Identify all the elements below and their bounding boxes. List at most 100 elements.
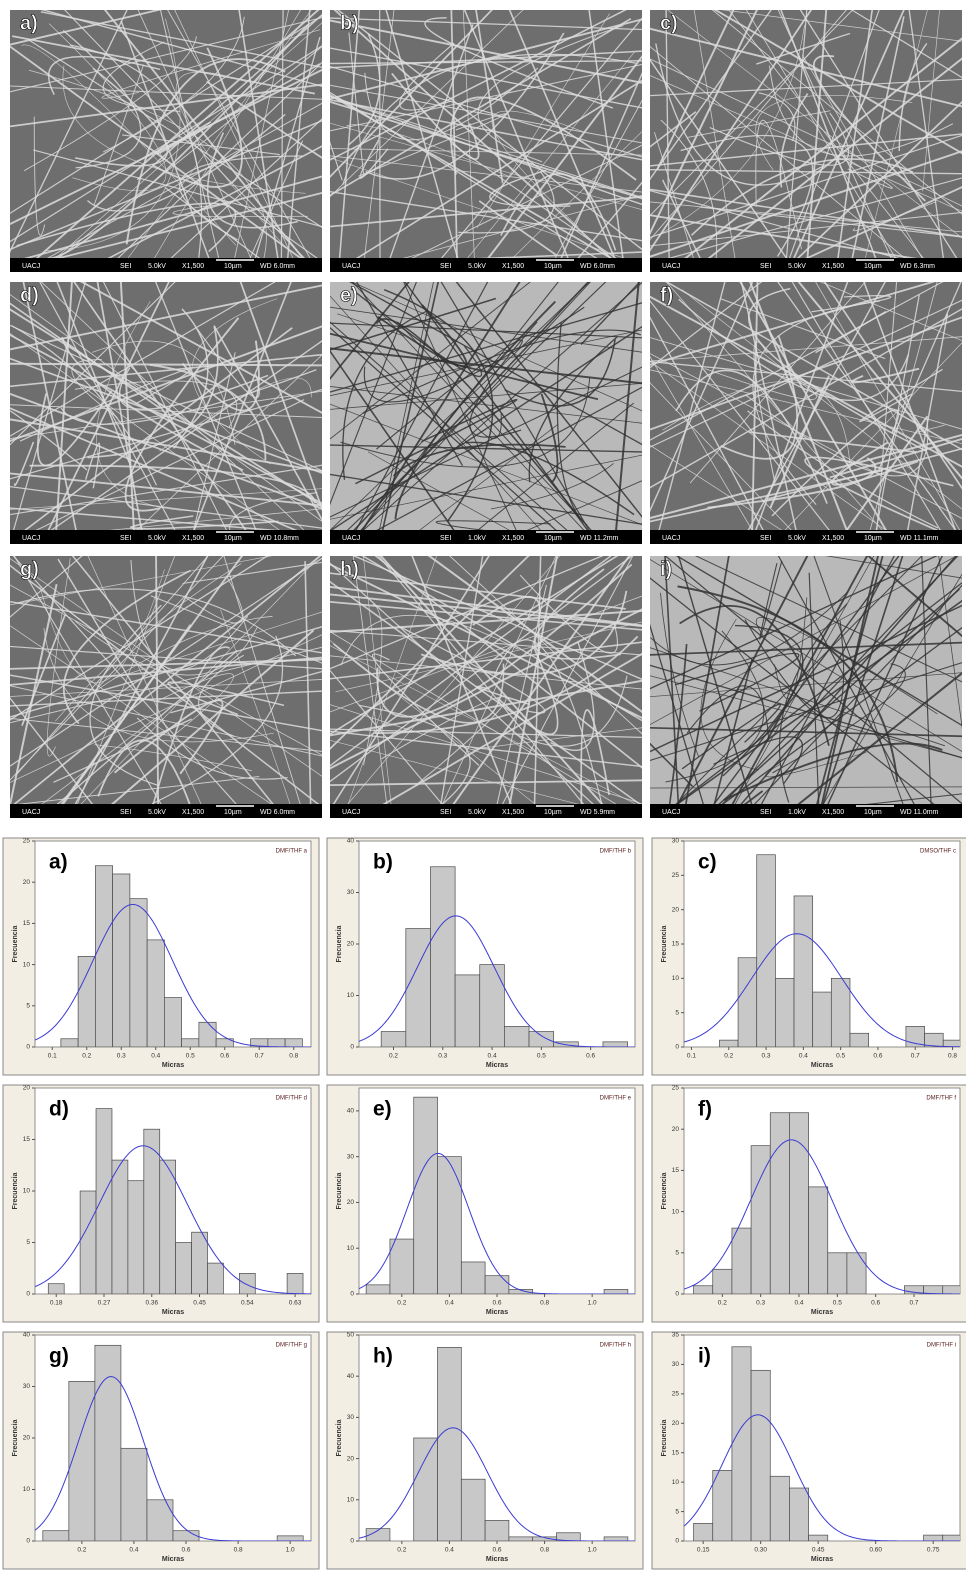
bar [809, 1187, 828, 1294]
panel-label: d) [49, 1098, 69, 1121]
info-text: WD 6.0mm [260, 809, 295, 816]
info-text: SEI [760, 263, 771, 270]
y-tick-label: 0 [675, 1538, 679, 1545]
y-tick-label: 30 [672, 1361, 680, 1368]
x-tick-label: 0.4 [151, 1053, 160, 1060]
y-tick-label: 0 [350, 1291, 354, 1298]
panel-label: i) [698, 1345, 711, 1368]
info-text: SEI [760, 535, 771, 542]
y-tick-label: 15 [672, 941, 680, 948]
info-text: WD 11.2mm [580, 535, 619, 542]
x-tick-label: 0.2 [77, 1547, 86, 1554]
x-tick-label: 0.7 [909, 1300, 918, 1307]
panel-label: i) [660, 558, 672, 580]
y-tick-label: 20 [347, 1455, 355, 1462]
y-tick-label: 0 [350, 1538, 354, 1545]
panel-label: d) [20, 284, 39, 306]
y-tick-label: 10 [23, 961, 31, 968]
info-text: 10µm [864, 263, 882, 270]
x-tick-label: 0.3 [762, 1053, 771, 1060]
x-tick-label: 0.45 [193, 1300, 206, 1307]
x-axis-label: Micras [811, 1309, 833, 1316]
x-axis-label: Micras [486, 1309, 508, 1316]
info-text: X1,500 [822, 263, 844, 270]
bar [789, 1488, 808, 1541]
bar [285, 1039, 302, 1047]
x-tick-label: 0.6 [492, 1547, 501, 1554]
info-text: X1,500 [182, 535, 204, 542]
y-tick-label: 10 [347, 1497, 355, 1504]
bar [406, 929, 431, 1047]
info-text: 10µm [544, 535, 562, 542]
bar [192, 1232, 208, 1294]
panel-label: h) [373, 1345, 393, 1368]
y-tick-label: 0 [675, 1291, 679, 1298]
bar [924, 1286, 943, 1294]
info-text: SEI [440, 809, 451, 816]
panel-label: a) [49, 851, 68, 874]
x-tick-label: 0.6 [586, 1053, 595, 1060]
x-tick-label: 0.5 [836, 1053, 845, 1060]
info-text: UACJ [662, 263, 680, 270]
y-tick-label: 0 [675, 1044, 679, 1051]
bar [182, 1039, 199, 1047]
y-tick-label: 35 [672, 1332, 680, 1339]
x-axis-label: Micras [486, 1062, 508, 1069]
bar [164, 998, 181, 1047]
info-text: SEI [120, 263, 131, 270]
bar [480, 965, 505, 1047]
y-tick-label: 25 [672, 1391, 680, 1398]
y-tick-label: 5 [675, 1009, 679, 1016]
y-axis-label: Frecuencia [661, 1172, 668, 1209]
x-tick-label: 0.3 [438, 1053, 447, 1060]
info-text: UACJ [662, 809, 680, 816]
panel-label: f) [660, 284, 673, 306]
bar [287, 1273, 303, 1294]
y-tick-label: 10 [672, 1208, 680, 1215]
x-tick-label: 0.2 [82, 1053, 91, 1060]
y-tick-label: 10 [347, 1245, 355, 1252]
info-text: WD 10.8mm [260, 535, 299, 542]
bar [694, 1523, 713, 1541]
panel-label: g) [49, 1345, 69, 1368]
histogram-panel: 0510152025300.10.20.30.40.50.60.70.8c)DM… [652, 838, 966, 1075]
info-text: WD 6.0mm [260, 263, 295, 270]
bar [485, 1520, 509, 1541]
info-text: 10µm [864, 535, 882, 542]
bar [603, 1042, 628, 1047]
y-axis-label: Frecuencia [661, 1419, 668, 1456]
x-tick-label: 0.4 [445, 1547, 454, 1554]
legend: DMF/THF i [927, 1343, 956, 1349]
bar [208, 1263, 224, 1294]
panel-label: e) [340, 284, 358, 306]
x-tick-label: 0.3 [117, 1053, 126, 1060]
bar [828, 1253, 847, 1294]
x-tick-label: 0.4 [129, 1547, 138, 1554]
bar [113, 874, 130, 1047]
info-text: 1.0kV [468, 535, 486, 542]
y-tick-label: 40 [347, 1108, 355, 1115]
info-text: 5.0kV [788, 535, 806, 542]
plot-area [359, 1335, 635, 1541]
x-tick-label: 0.8 [540, 1300, 549, 1307]
y-tick-label: 0 [26, 1538, 30, 1545]
x-tick-label: 0.7 [911, 1053, 920, 1060]
x-tick-label: 0.6 [871, 1300, 880, 1307]
bar [390, 1239, 414, 1294]
histogram-panel: 051015202530350.150.300.450.600.75i)DMF/… [652, 1332, 966, 1569]
x-axis-label: Micras [162, 1556, 184, 1563]
y-tick-label: 30 [347, 889, 355, 896]
bar [147, 1500, 173, 1541]
info-text: 5.0kV [468, 809, 486, 816]
info-text: 10µm [224, 263, 242, 270]
bar [751, 1370, 770, 1541]
bar [775, 978, 794, 1047]
bar [121, 1448, 147, 1541]
x-tick-label: 0.54 [241, 1300, 254, 1307]
info-text: X1,500 [502, 535, 524, 542]
bar [414, 1438, 438, 1541]
y-tick-label: 20 [672, 906, 680, 913]
y-tick-label: 5 [26, 1003, 30, 1010]
bar [906, 1026, 925, 1047]
bar [694, 1286, 713, 1294]
